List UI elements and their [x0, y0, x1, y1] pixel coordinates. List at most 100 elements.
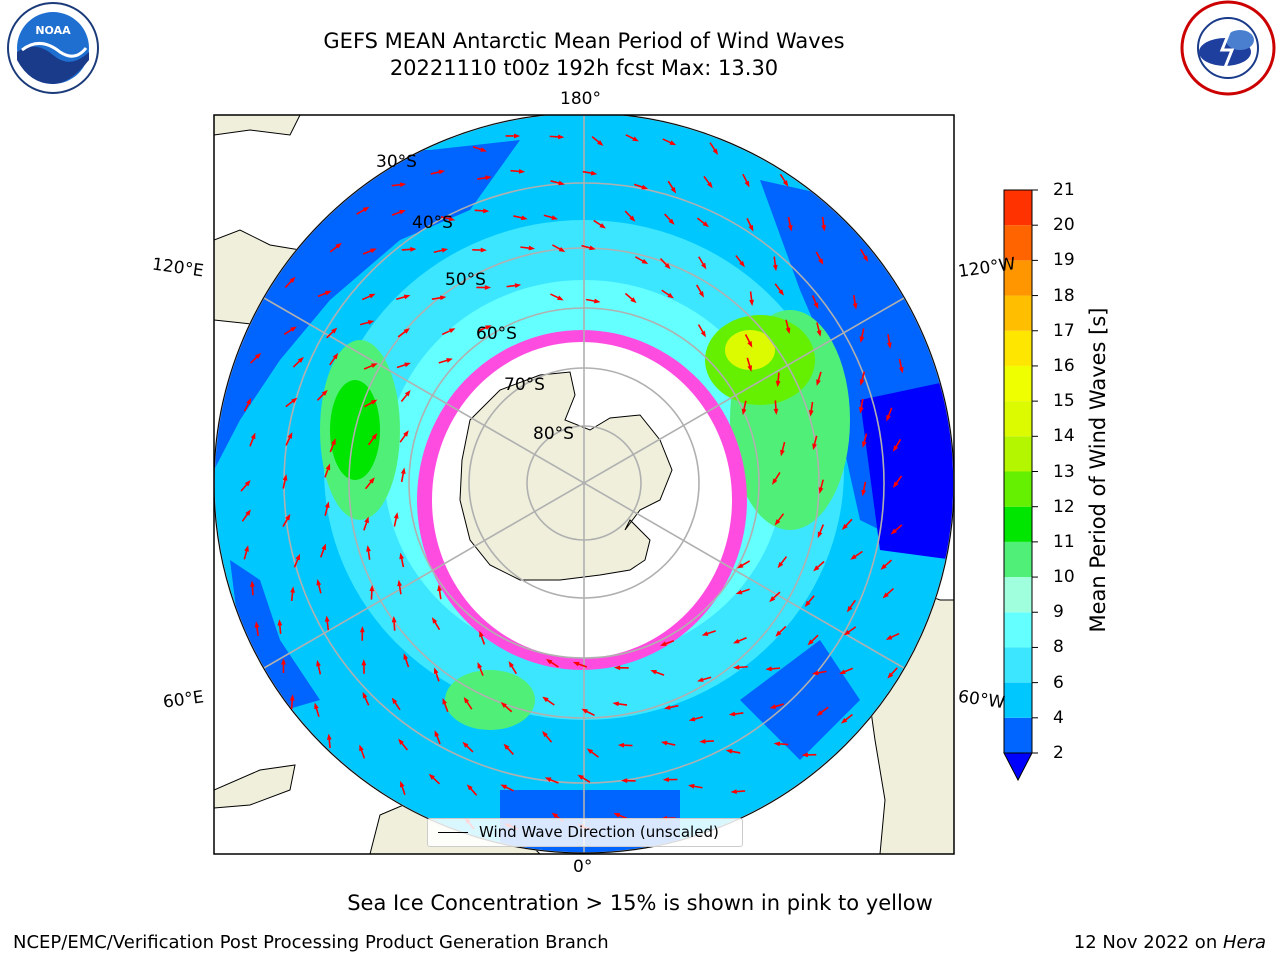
wind-arrow: [391, 182, 407, 188]
colorbar-bin: [1004, 260, 1032, 296]
wind-arrow: [765, 666, 781, 672]
wind-arrow: [581, 708, 595, 717]
wind-arrow: [500, 702, 513, 713]
madagascar-land: [214, 764, 296, 809]
wind-arrow: [612, 701, 628, 707]
wind-arrow: [688, 783, 703, 789]
wind-arrow: [329, 242, 342, 253]
lon-label-180: 180°: [560, 89, 601, 109]
wind-arrow: [733, 636, 747, 644]
wind-arrow: [572, 661, 588, 668]
wind-arrow: [733, 664, 748, 670]
wind-arrow: [730, 789, 746, 794]
colorbar-bin: [1004, 436, 1032, 472]
wind-arrow: [500, 784, 515, 792]
wind-arrow: [399, 780, 406, 796]
wind-arrow: [285, 397, 298, 408]
wind-arrow: [433, 667, 440, 682]
wind-arrow: [542, 730, 553, 743]
colorbar-bin: [1004, 506, 1032, 542]
wind-arrow: [697, 324, 706, 338]
colorbar-bin: [1004, 225, 1032, 261]
colorbar-tick-label: 19: [1053, 250, 1075, 271]
wind-arrow: [807, 634, 819, 646]
footer-date-text: 12 Nov 2022 on: [1073, 932, 1223, 953]
wind-arrow: [772, 256, 778, 272]
colorbar-tick-label: 4: [1053, 707, 1064, 728]
wind-arrow: [811, 670, 827, 676]
wind-arrow: [744, 334, 753, 348]
wind-arrow: [399, 430, 409, 443]
wind-arrow: [613, 813, 628, 820]
wind-arrow: [437, 584, 442, 600]
wind-arrow: [624, 210, 636, 222]
wind-arrow: [472, 247, 487, 253]
wind-arrow: [852, 295, 858, 310]
wind-arrow: [735, 255, 745, 268]
wind-arrow: [240, 479, 251, 492]
wind-arrow: [477, 661, 484, 676]
wind-arrow: [289, 694, 295, 710]
map-legend: Wind Wave Direction (unscaled): [427, 818, 743, 847]
wind-arrow: [885, 632, 900, 640]
wind-arrow: [505, 133, 521, 139]
wind-arrow: [430, 169, 446, 175]
wind-arrow: [474, 208, 490, 214]
wind-arrow: [544, 777, 559, 784]
wind-arrow: [391, 209, 406, 216]
wind-arrow: [725, 749, 741, 754]
colorbar: [1003, 189, 1038, 782]
wind-arrow: [396, 294, 411, 301]
wind-arrow: [363, 516, 369, 531]
wind-arrow: [396, 362, 411, 369]
top-left-land: [214, 115, 301, 136]
wind-arrow: [701, 630, 716, 636]
wind-arrow: [662, 138, 677, 146]
wind-arrow: [397, 579, 402, 595]
wind-arrow: [746, 217, 754, 232]
wind-arrow: [393, 512, 399, 527]
wind-arrow: [742, 173, 750, 188]
wind-arrow: [542, 696, 555, 706]
colorbar-tick-label: 11: [1053, 531, 1075, 552]
wind-arrow: [703, 175, 713, 189]
wind-arrow: [476, 285, 492, 290]
wind-arrow: [434, 730, 441, 745]
wind-arrow: [858, 398, 864, 414]
wind-arrow: [277, 619, 283, 634]
wind-arrow: [400, 467, 406, 483]
wind-arrow: [243, 398, 252, 412]
wind-arrow: [840, 713, 853, 724]
wind-arrow: [625, 134, 639, 142]
wind-arrow: [861, 433, 868, 448]
wind-arrow: [772, 472, 781, 485]
wind-arrow: [741, 400, 747, 416]
wind-arrow: [779, 173, 789, 187]
wind-arrow: [886, 407, 893, 422]
noaa-logo: NOAA: [7, 2, 99, 94]
footer-host: Hera: [1222, 932, 1266, 953]
wind-arrow: [398, 738, 409, 751]
colorbar-bin: [1004, 330, 1032, 366]
wind-arrow: [582, 170, 598, 176]
wind-arrow: [316, 389, 328, 401]
wind-arrow: [787, 216, 793, 232]
wind-arrow: [804, 595, 815, 607]
wind-arrow: [367, 432, 378, 446]
colorbar-tick-label: 20: [1053, 215, 1075, 236]
colorbar-bin: [1004, 401, 1032, 437]
wind-arrow: [362, 691, 370, 706]
colorbar-bin: [1004, 682, 1032, 718]
colorbar-tick-label: 12: [1053, 496, 1075, 517]
wind-arrow: [664, 213, 675, 225]
colorbar-bin: [1004, 541, 1032, 578]
wind-arrow: [477, 325, 492, 332]
wind-arrow: [688, 716, 704, 722]
wind-arrow: [513, 215, 528, 221]
wind-arrow: [361, 293, 376, 301]
wind-arrow: [728, 711, 744, 717]
wind-arrow: [808, 401, 814, 417]
wind-arrow: [510, 168, 526, 174]
wind-arrow: [356, 206, 370, 215]
